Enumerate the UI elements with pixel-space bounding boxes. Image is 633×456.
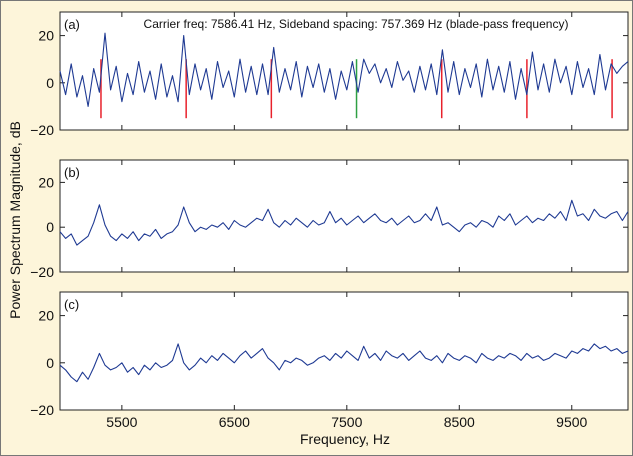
panel-2: 20 0 −20 5500 6500 7500 8500 9500 (c) xyxy=(30,291,629,430)
panel-label: (b) xyxy=(64,165,80,180)
x-axis-title: Frequency, Hz xyxy=(300,431,390,447)
y-tick-label: −20 xyxy=(30,264,54,280)
spectrum-line xyxy=(59,32,629,107)
y-tick-label: −20 xyxy=(30,402,54,418)
x-tick-label: 8500 xyxy=(444,414,475,430)
x-tick-label: 7500 xyxy=(331,414,362,430)
panel-label: (a) xyxy=(64,17,80,32)
x-tick-label: 9500 xyxy=(556,414,587,430)
plot-area xyxy=(59,291,629,411)
plot-area xyxy=(59,159,629,273)
panel-1: 20 0 −20 (b) xyxy=(30,159,629,280)
y-tick-label: 0 xyxy=(46,75,54,91)
panel-label: (c) xyxy=(64,297,79,312)
x-tick-label: 5500 xyxy=(106,414,137,430)
y-axis-title: Power Spectrum Magnitude, dB xyxy=(7,121,23,319)
y-tick-label: −20 xyxy=(30,122,54,138)
spectrum-line xyxy=(59,343,629,383)
spectrum-line xyxy=(59,199,629,246)
y-tick-label: 0 xyxy=(46,355,54,371)
y-tick-label: 0 xyxy=(46,219,54,235)
y-tick-label: 20 xyxy=(38,174,54,190)
plot-area xyxy=(59,11,629,131)
panel-0: 20 0 −20 (a) Carrier freq: 7586.41 Hz, Sideb… xyxy=(30,11,629,138)
y-tick-label: 20 xyxy=(38,308,54,324)
x-tick-label: 6500 xyxy=(219,414,250,430)
y-tick-label: 20 xyxy=(38,28,54,44)
panel-annotation: Carrier freq: 7586.41 Hz, Sideband spaci… xyxy=(144,17,569,31)
